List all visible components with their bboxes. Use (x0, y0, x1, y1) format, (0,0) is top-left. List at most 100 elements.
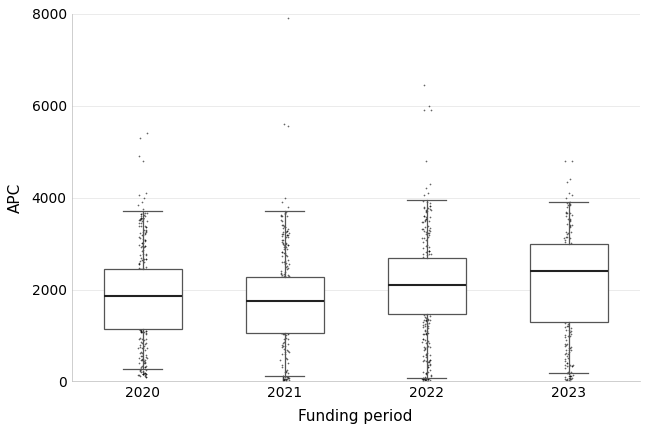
Point (141, 228, 151, 235)
Point (564, 378, 575, 385)
Point (279, 326, 290, 333)
Point (135, 268, 146, 275)
Point (422, 275, 432, 282)
Point (138, 307, 148, 314)
Point (562, 261, 573, 268)
Point (137, 277, 147, 284)
Point (424, 317, 435, 324)
Point (140, 318, 150, 324)
Point (562, 221, 572, 228)
Point (563, 306, 573, 313)
Point (277, 323, 287, 330)
Point (420, 376, 430, 383)
Point (141, 351, 151, 358)
Point (564, 252, 575, 259)
Point (420, 283, 430, 290)
Point (423, 271, 434, 278)
Point (277, 258, 287, 265)
Point (568, 361, 578, 368)
Point (136, 303, 146, 310)
Point (275, 269, 286, 276)
Point (562, 248, 573, 255)
Point (422, 281, 433, 288)
Point (135, 324, 145, 331)
Point (425, 260, 435, 267)
Point (425, 292, 435, 299)
Point (562, 248, 572, 255)
Point (565, 307, 575, 314)
Point (138, 317, 148, 324)
Point (141, 294, 152, 301)
Point (282, 329, 292, 336)
Point (140, 300, 150, 307)
Point (418, 285, 428, 292)
Point (561, 311, 571, 318)
Point (564, 281, 575, 288)
Point (141, 273, 151, 280)
Point (137, 157, 148, 164)
Point (141, 299, 151, 306)
Point (419, 262, 430, 269)
Point (276, 283, 286, 290)
Point (421, 275, 432, 282)
Point (133, 274, 144, 281)
Point (137, 274, 147, 281)
Point (280, 374, 290, 381)
Point (421, 330, 432, 337)
Point (284, 261, 294, 268)
Point (283, 316, 293, 323)
Point (281, 377, 291, 384)
Point (138, 368, 148, 375)
Point (421, 283, 432, 290)
Point (139, 312, 149, 319)
Point (421, 317, 432, 324)
Point (421, 299, 432, 306)
Point (278, 288, 288, 295)
Point (561, 342, 572, 349)
Point (135, 324, 146, 330)
Point (283, 374, 293, 381)
Point (420, 337, 430, 343)
Point (564, 373, 574, 380)
Point (277, 286, 288, 293)
Point (283, 305, 294, 311)
Point (424, 308, 435, 315)
Point (423, 257, 434, 264)
Point (560, 286, 570, 293)
Point (141, 272, 151, 279)
Point (283, 313, 294, 320)
Point (141, 330, 151, 337)
Point (419, 311, 430, 318)
Point (275, 287, 286, 294)
Point (134, 335, 145, 342)
Point (423, 329, 434, 336)
Point (141, 303, 152, 310)
Point (275, 281, 286, 288)
Point (567, 263, 577, 270)
Point (425, 278, 435, 285)
Point (421, 308, 432, 315)
Point (417, 226, 428, 232)
Point (418, 287, 428, 294)
Point (138, 216, 148, 222)
Point (136, 287, 146, 294)
Point (422, 271, 433, 278)
Point (566, 300, 576, 307)
Point (281, 368, 292, 375)
Point (422, 278, 433, 285)
Point (279, 329, 289, 336)
Y-axis label: APC: APC (8, 183, 23, 213)
Point (139, 316, 149, 323)
Point (424, 284, 434, 291)
Point (277, 290, 287, 297)
Point (559, 276, 570, 283)
Point (561, 377, 571, 384)
Point (276, 316, 286, 323)
Point (562, 282, 572, 289)
Point (136, 357, 146, 364)
Point (560, 375, 570, 382)
Point (276, 324, 286, 331)
Point (281, 228, 292, 235)
Point (135, 291, 146, 298)
Point (422, 266, 432, 273)
